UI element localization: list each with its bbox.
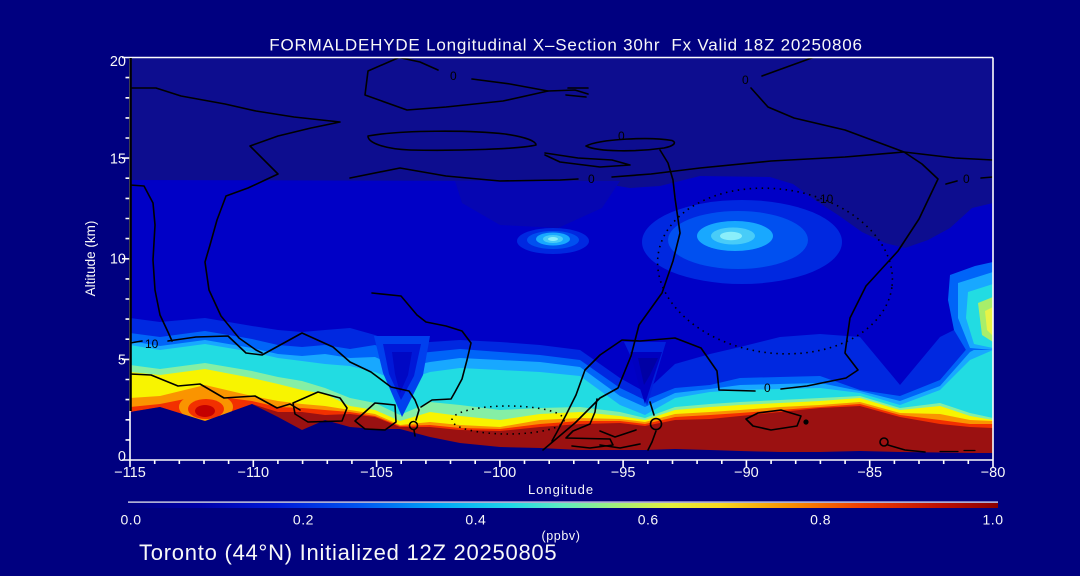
svg-text:0.8: 0.8 — [810, 512, 831, 528]
svg-text:20: 20 — [110, 54, 126, 70]
svg-text:5: 5 — [118, 353, 126, 369]
svg-text:−100: −100 — [484, 465, 517, 481]
svg-text:-10: -10 — [816, 192, 834, 206]
svg-text:0.2: 0.2 — [293, 512, 314, 528]
svg-text:−105: −105 — [360, 465, 393, 481]
svg-text:Longitude: Longitude — [528, 482, 594, 497]
svg-text:−110: −110 — [237, 465, 269, 481]
svg-text:−85: −85 — [857, 465, 882, 481]
svg-text:(ppbv): (ppbv) — [541, 529, 580, 543]
svg-text:0.6: 0.6 — [638, 512, 659, 528]
svg-text:Toronto (44°N) Initialized 12Z: Toronto (44°N) Initialized 12Z 20250805 — [139, 540, 557, 565]
svg-text:FORMALDEHYDE Longitudinal X–Se: FORMALDEHYDE Longitudinal X–Section 30hr… — [269, 36, 862, 55]
svg-text:15: 15 — [110, 152, 126, 168]
svg-text:0: 0 — [450, 69, 457, 83]
svg-text:0: 0 — [764, 381, 771, 395]
svg-text:0: 0 — [618, 129, 625, 143]
svg-text:0: 0 — [742, 73, 749, 87]
svg-text:−80: −80 — [981, 465, 1006, 481]
svg-text:0: 0 — [963, 172, 970, 186]
svg-text:0: 0 — [588, 172, 595, 186]
svg-text:Altitude (km): Altitude (km) — [83, 221, 98, 297]
svg-text:0: 0 — [118, 449, 126, 465]
svg-text:0.4: 0.4 — [465, 512, 486, 528]
svg-text:10: 10 — [145, 337, 159, 351]
svg-text:1.0: 1.0 — [983, 512, 1004, 528]
svg-text:10: 10 — [110, 252, 126, 268]
svg-text:0.0: 0.0 — [121, 512, 142, 528]
svg-text:−115: −115 — [114, 465, 146, 481]
svg-text:−95: −95 — [611, 465, 636, 481]
svg-text:−90: −90 — [734, 465, 759, 481]
